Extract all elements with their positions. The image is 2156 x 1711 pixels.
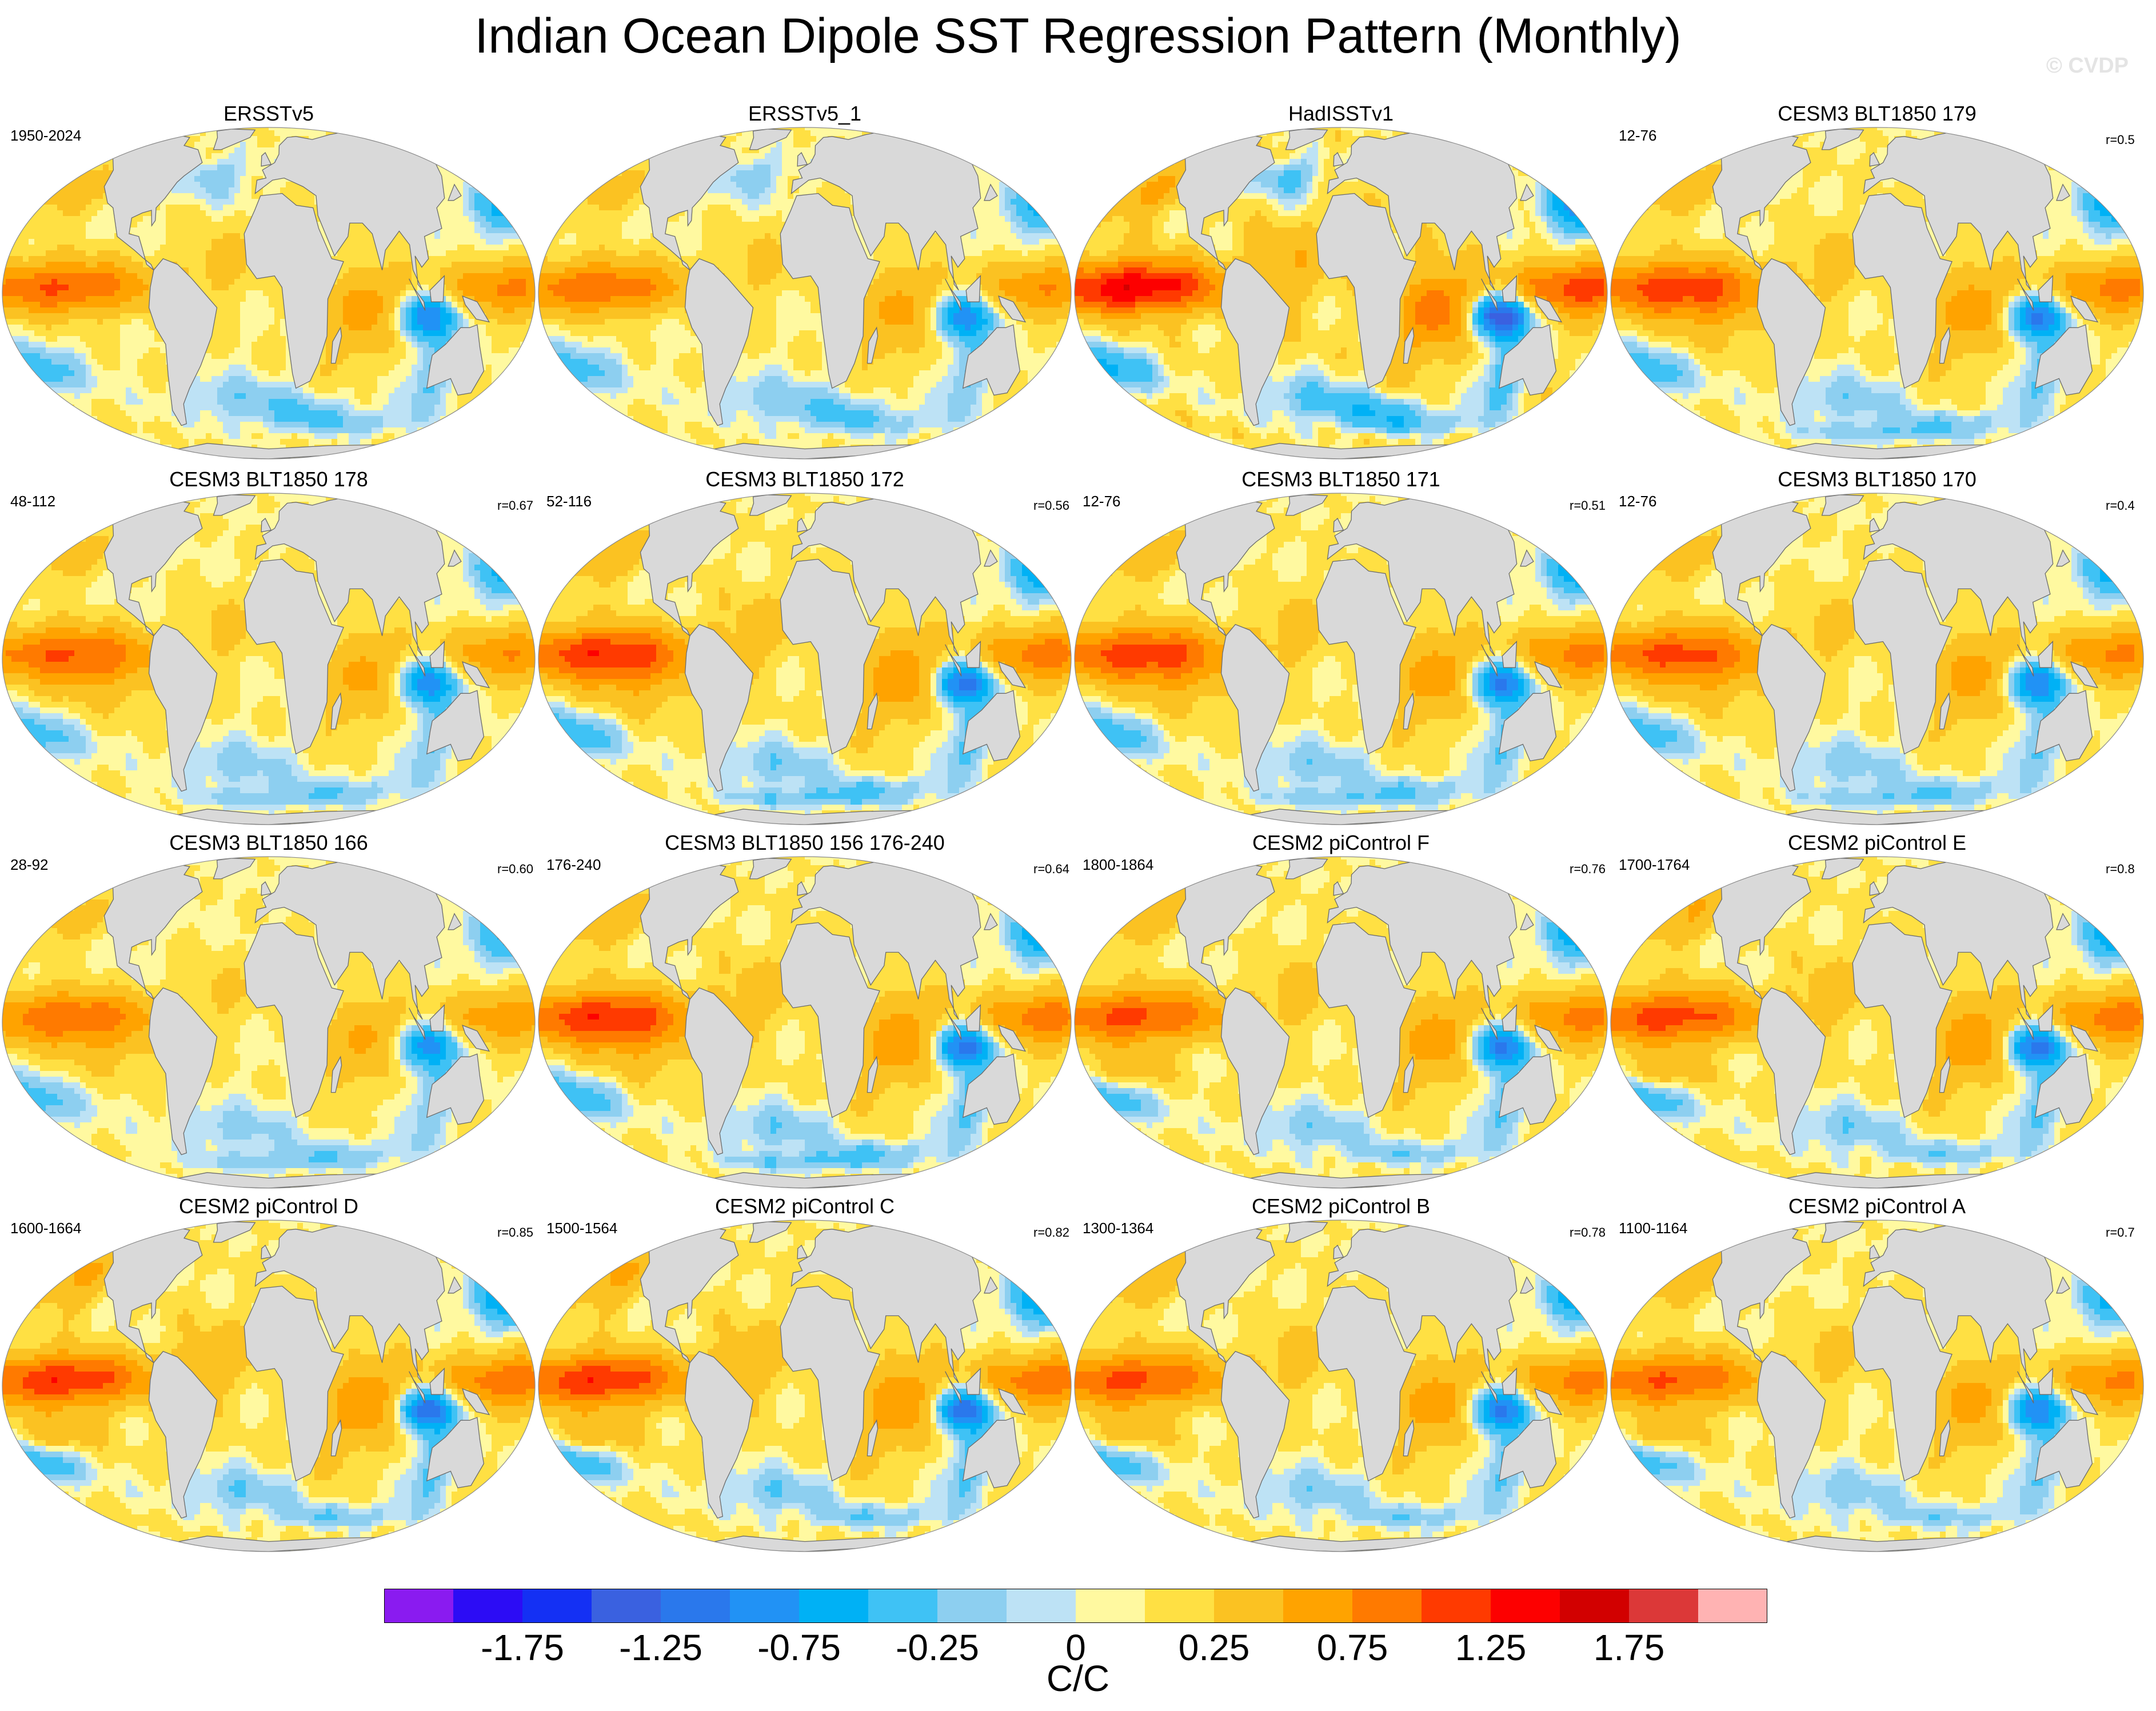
map-panel-cesm2-e: CESM2 piControl E 1700-1764 r=0.8	[1608, 831, 2146, 1197]
colorbar-swatch	[1698, 1589, 1767, 1623]
map-panel-cesm3-179: CESM3 BLT1850 179 12-76 r=0.5	[1608, 102, 2146, 467]
map-panel-cesm2-b: CESM2 piControl B 1300-1364 r=0.78	[1072, 1194, 1610, 1560]
panel-map	[1608, 854, 2146, 1191]
colorbar-swatch	[1560, 1589, 1630, 1623]
map-panel-cesm2-f: CESM2 piControl F 1800-1864 r=0.76	[1072, 831, 1610, 1197]
map-panel-cesm2-d: CESM2 piControl D 1600-1664 r=0.85	[0, 1194, 537, 1560]
panel-map	[536, 125, 1073, 462]
colorbar-swatch	[1629, 1589, 1699, 1623]
panel-map	[1072, 854, 1610, 1191]
colorbar-swatch	[1491, 1589, 1560, 1623]
panel-title: CESM3 BLT1850 172	[536, 467, 1073, 491]
panel-title: CESM3 BLT1850 170	[1608, 467, 2146, 491]
panel-title: CESM2 piControl F	[1072, 831, 1610, 855]
colorbar-swatch	[730, 1589, 800, 1623]
panel-map	[0, 854, 537, 1191]
colorbar-swatch	[1076, 1589, 1145, 1623]
colorbar-swatch	[1352, 1589, 1422, 1623]
colorbar-swatch	[453, 1589, 523, 1623]
colorbar-swatch	[384, 1589, 454, 1623]
panel-title: CESM3 BLT1850 171	[1072, 467, 1610, 491]
map-panel-cesm3-172: CESM3 BLT1850 172 52-116 r=0.56	[536, 467, 1073, 833]
colorbar-swatch	[1007, 1589, 1076, 1623]
map-panel-ersstv5: ERSSTv5 1950-2024	[0, 102, 537, 467]
panel-title: CESM2 piControl C	[536, 1194, 1073, 1218]
colorbar-swatch	[1145, 1589, 1215, 1623]
colorbar-swatch	[868, 1589, 938, 1623]
colorbar-swatch	[1283, 1589, 1353, 1623]
colorbar-swatch	[799, 1589, 869, 1623]
map-panel-cesm3-171: CESM3 BLT1850 171 12-76 r=0.51	[1072, 467, 1610, 833]
map-panel-cesm2-c: CESM2 piControl C 1500-1564 r=0.82	[536, 1194, 1073, 1560]
panel-title: ERSSTv5_1	[536, 102, 1073, 126]
panel-title: ERSSTv5	[0, 102, 537, 126]
map-panel-cesm3-178: CESM3 BLT1850 178 48-112 r=0.67	[0, 467, 537, 833]
panel-title: CESM3 BLT1850 166	[0, 831, 537, 855]
panel-title: CESM2 piControl D	[0, 1194, 537, 1218]
figure-title: Indian Ocean Dipole SST Regression Patte…	[0, 8, 2156, 65]
panel-title: CESM3 BLT1850 179	[1608, 102, 2146, 126]
panel-title: CESM3 BLT1850 156 176-240	[536, 831, 1073, 855]
panel-map	[1608, 1217, 2146, 1554]
map-panel-cesm2-a: CESM2 piControl A 1100-1164 r=0.7	[1608, 1194, 2146, 1560]
panel-map	[1608, 125, 2146, 462]
panel-map	[1072, 1217, 1610, 1554]
map-panel-cesm3-156: CESM3 BLT1850 156 176-240 176-240 r=0.64	[536, 831, 1073, 1197]
colorbar-units: C/C	[0, 1657, 2156, 1700]
panel-map	[536, 854, 1073, 1191]
panel-map	[0, 490, 537, 827]
colorbar-swatch	[1422, 1589, 1491, 1623]
map-panel-cesm3-170: CESM3 BLT1850 170 12-76 r=0.4	[1608, 467, 2146, 833]
map-panel-ersstv5-1: ERSSTv5_1	[536, 102, 1073, 467]
colorbar-swatch	[661, 1589, 730, 1623]
panel-title: CESM2 piControl A	[1608, 1194, 2146, 1218]
watermark: © CVDP	[2046, 54, 2129, 78]
colorbar-swatch	[592, 1589, 661, 1623]
colorbar-swatch	[937, 1589, 1007, 1623]
map-panel-hadisstv1: HadISSTv1	[1072, 102, 1610, 467]
panel-map	[1608, 490, 2146, 827]
colorbar-swatch	[522, 1589, 592, 1623]
panel-map	[0, 1217, 537, 1554]
colorbar-swatch	[1214, 1589, 1284, 1623]
panel-title: CESM2 piControl E	[1608, 831, 2146, 855]
panel-title: HadISSTv1	[1072, 102, 1610, 126]
panel-map	[536, 1217, 1073, 1554]
colorbar	[384, 1589, 1767, 1623]
map-panel-cesm3-166: CESM3 BLT1850 166 28-92 r=0.60	[0, 831, 537, 1197]
panel-map	[1072, 125, 1610, 462]
panel-map	[1072, 490, 1610, 827]
panel-title: CESM3 BLT1850 178	[0, 467, 537, 491]
panel-map	[536, 490, 1073, 827]
panel-map	[0, 125, 537, 462]
panel-title: CESM2 piControl B	[1072, 1194, 1610, 1218]
